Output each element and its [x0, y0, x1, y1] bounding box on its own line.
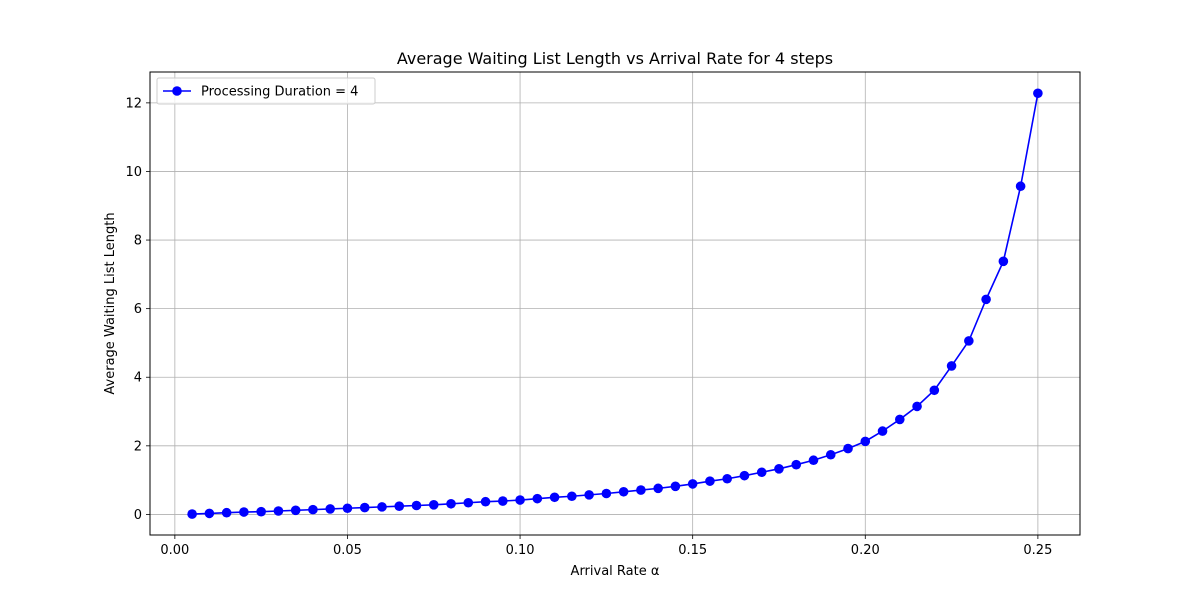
data-point [877, 426, 888, 436]
x-tick-label: 0.05 [333, 543, 362, 558]
plot-frame [149, 71, 1081, 536]
data-point [204, 508, 215, 519]
data-point [946, 361, 957, 371]
data-point [825, 449, 836, 460]
data-point [774, 464, 784, 474]
data-point [791, 459, 802, 470]
data-point [290, 505, 301, 516]
data-point [325, 504, 336, 514]
data-point [808, 455, 819, 466]
data-point [636, 485, 646, 495]
x-tick-label: 0.20 [851, 543, 880, 558]
data-point [618, 486, 629, 497]
data-point [670, 481, 681, 492]
legend: Processing Duration = 4 [156, 77, 376, 105]
legend-box [156, 77, 376, 105]
y-tick-label: 12 [125, 96, 142, 111]
data-point [601, 488, 612, 499]
data-point [756, 467, 767, 478]
x-tick-label: 0.15 [678, 543, 707, 558]
data-point [894, 414, 905, 425]
data-point [411, 500, 422, 511]
y-tick-label: 2 [134, 439, 142, 454]
y-axis-label: Average Waiting List Length [103, 212, 118, 394]
data-point [567, 491, 577, 502]
data-point [498, 496, 508, 506]
data-point [463, 497, 474, 508]
x-tick-label: 0.25 [1023, 543, 1052, 558]
grid [150, 72, 1080, 535]
data-point [998, 256, 1009, 267]
data-point [187, 509, 197, 519]
data-point [308, 504, 318, 515]
data-point [964, 336, 974, 346]
data-point [428, 500, 439, 510]
data-point [480, 496, 491, 507]
legend-entry-label: Processing Duration = 4 [201, 85, 358, 100]
data-point [1015, 181, 1026, 192]
data-point [584, 490, 594, 500]
data-point [221, 507, 232, 518]
data-point [342, 503, 353, 514]
x-axis-ticks: 0.00 0.05 0.10 0.15 0.20 0.25 [160, 535, 1052, 558]
x-tick-label: 0.00 [160, 543, 189, 558]
data-point [860, 436, 871, 447]
data-point [1033, 88, 1043, 99]
data-point [377, 502, 387, 512]
x-tick-label: 0.10 [506, 543, 535, 558]
y-axis-ticks: 0 2 4 6 8 10 12 [125, 96, 150, 523]
chart-title: Average Waiting List Length vs Arrival R… [397, 49, 833, 68]
data-point [653, 483, 663, 494]
data-point [722, 473, 732, 484]
series-layer [187, 88, 1043, 519]
data-point [687, 479, 698, 489]
y-tick-label: 0 [134, 508, 142, 523]
data-point [239, 507, 249, 517]
x-axis-label: Arrival Rate α [571, 564, 660, 579]
data-point [359, 502, 370, 513]
data-point [273, 506, 284, 516]
data-point [705, 476, 715, 486]
data-point [532, 493, 543, 504]
data-point [739, 470, 750, 481]
y-tick-label: 4 [134, 371, 142, 386]
data-point [515, 495, 525, 505]
y-tick-label: 10 [125, 165, 142, 180]
y-tick-label: 6 [134, 302, 142, 317]
data-point [549, 492, 560, 503]
legend-marker-swatch [172, 86, 182, 96]
data-point [446, 498, 456, 509]
data-point [912, 401, 922, 412]
data-point [394, 501, 405, 511]
y-tick-label: 8 [134, 234, 142, 249]
data-point [981, 294, 991, 305]
data-point [929, 385, 940, 396]
data-point [256, 506, 266, 517]
data-point [843, 443, 853, 454]
